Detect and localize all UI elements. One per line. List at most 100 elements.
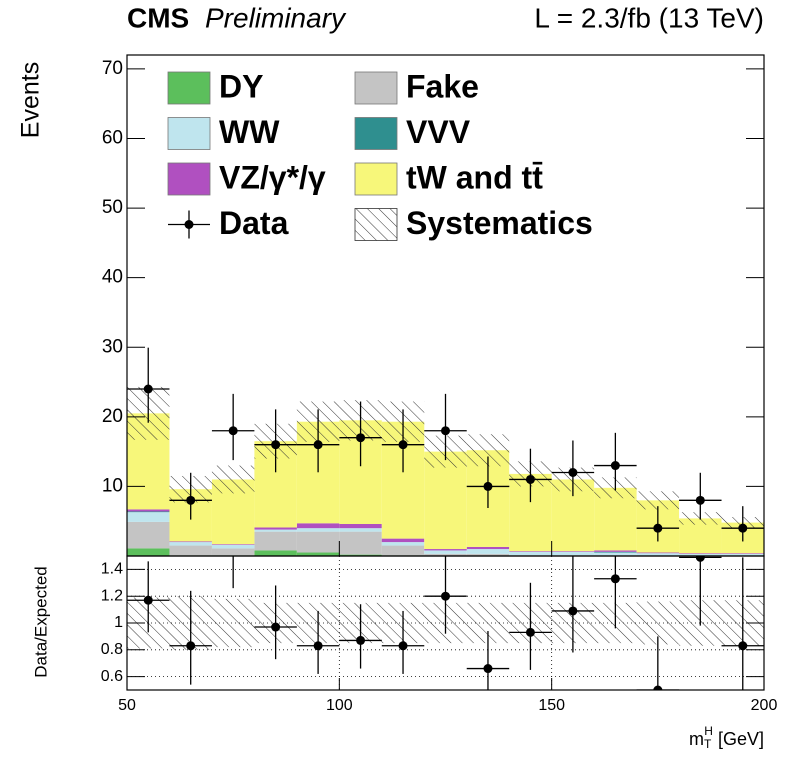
x-label-sup: H: [704, 724, 713, 738]
data-point: [483, 481, 493, 491]
stack-segment: [127, 521, 170, 549]
stack-segment: [594, 552, 637, 556]
data-point: [653, 523, 663, 533]
ratio-point: [313, 641, 323, 651]
stack-segment: [381, 538, 425, 543]
main-plot: [127, 347, 764, 556]
stack-segment: [594, 551, 637, 553]
y-axis-label: Events: [17, 62, 45, 138]
x-label-base: m: [689, 729, 704, 749]
ratio-point: [610, 574, 620, 584]
ratio-point: [738, 641, 748, 651]
x-label-unit: [GeV]: [718, 729, 764, 749]
y-tick-label: 40: [102, 267, 123, 288]
ratio-point: [483, 664, 493, 674]
axes: 10 20 30 40 50 60 70 0.6 0.8 1 1.2 1.4 50 100 150 200: [101, 54, 778, 714]
ratio-point: [398, 641, 408, 651]
stack-segment: [721, 553, 764, 554]
legend-label: WW: [219, 114, 280, 150]
stack-segment: [721, 553, 764, 556]
y-tick-label: 70: [102, 58, 123, 79]
legend-swatch: [167, 162, 211, 196]
legend-swatch: [354, 208, 398, 241]
legend-swatch: [167, 117, 211, 150]
stack-segment: [296, 528, 340, 532]
ratio-point: [653, 685, 663, 690]
systematics-band: [636, 491, 680, 510]
data-point: [228, 426, 238, 436]
stack-segment: [381, 542, 425, 546]
y-tick-label: 60: [102, 128, 123, 149]
stack-segment: [424, 549, 467, 551]
data-point: [186, 495, 196, 505]
stack-segment: [551, 551, 595, 552]
legend-label: VZ/γ*/γ: [219, 159, 326, 195]
stack-segment: [211, 544, 255, 545]
stack-segment: [211, 548, 255, 556]
x-tick-label: 50: [118, 697, 136, 714]
ratio-y-tick-label: 1.2: [101, 587, 123, 604]
stack-segment: [169, 545, 212, 556]
stack-segment: [339, 554, 382, 556]
cms-label: CMS: [127, 2, 189, 33]
stack-segment: [339, 531, 382, 555]
x-tick-label: 200: [751, 697, 778, 714]
ratio-y-tick-label: 1: [114, 614, 123, 631]
stack-segment: [169, 542, 212, 546]
stack-segment: [424, 451, 467, 550]
stack-segment: [296, 552, 340, 556]
y-tick-label: 10: [102, 475, 123, 496]
ratio-y-tick-label: 1.4: [101, 561, 123, 578]
legend-label: tW and tt̄: [406, 159, 543, 195]
stack-segment: [679, 553, 722, 554]
data-point: [695, 495, 705, 505]
ratio-point: [143, 595, 153, 605]
legend-swatch: [184, 220, 194, 229]
ratio-systematics-band: [211, 598, 255, 648]
ratio-plot: [127, 556, 764, 690]
ratio-point: [356, 635, 366, 645]
ratio-point: [525, 627, 535, 637]
y-tick-label: 20: [102, 406, 123, 427]
legend: DY Fake WW VVV VZ/γ*/γ tW and tt̄ Data Systemat…: [167, 68, 593, 241]
ratio-point: [271, 622, 281, 632]
data-point: [525, 474, 535, 484]
stack-segment: [254, 529, 297, 532]
stack-segment: [636, 552, 680, 554]
legend-label: Fake: [406, 68, 479, 104]
stack-segment: [296, 523, 340, 529]
stack-segment: [169, 541, 212, 543]
data-point: [313, 440, 323, 450]
stack-segment: [466, 553, 510, 556]
stack-segment: [254, 550, 297, 556]
legend-swatch: [354, 71, 398, 105]
data-point: [143, 384, 153, 394]
stack-segment: [636, 553, 680, 556]
stack-segment: [127, 512, 170, 522]
stack-segment: [509, 551, 552, 552]
ratio-point: [186, 641, 196, 651]
stack-segment: [339, 523, 382, 529]
legend-swatch: [354, 117, 398, 150]
legend-swatch: [354, 162, 398, 196]
y-tick-label: 50: [102, 197, 123, 218]
x-tick-label: 100: [326, 697, 353, 714]
stack-segment: [254, 531, 297, 551]
x-axis-label: mTH [GeV]: [689, 724, 764, 751]
stack-segment: [127, 511, 170, 513]
legend-swatch: [167, 71, 211, 105]
x-label-sub: T: [704, 737, 712, 751]
data-point: [271, 440, 281, 450]
ratio-point: [568, 606, 578, 616]
data-point: [356, 433, 366, 443]
stack-segment: [551, 551, 595, 556]
stack-segment: [211, 544, 255, 549]
stack-segment: [296, 531, 340, 553]
legend-label: Systematics: [406, 205, 593, 241]
legend-label: VVV: [406, 114, 471, 150]
legend-label: DY: [219, 68, 263, 104]
stack-segment: [424, 550, 467, 554]
systematics-band: [211, 465, 255, 494]
stack-segment: [381, 545, 425, 556]
